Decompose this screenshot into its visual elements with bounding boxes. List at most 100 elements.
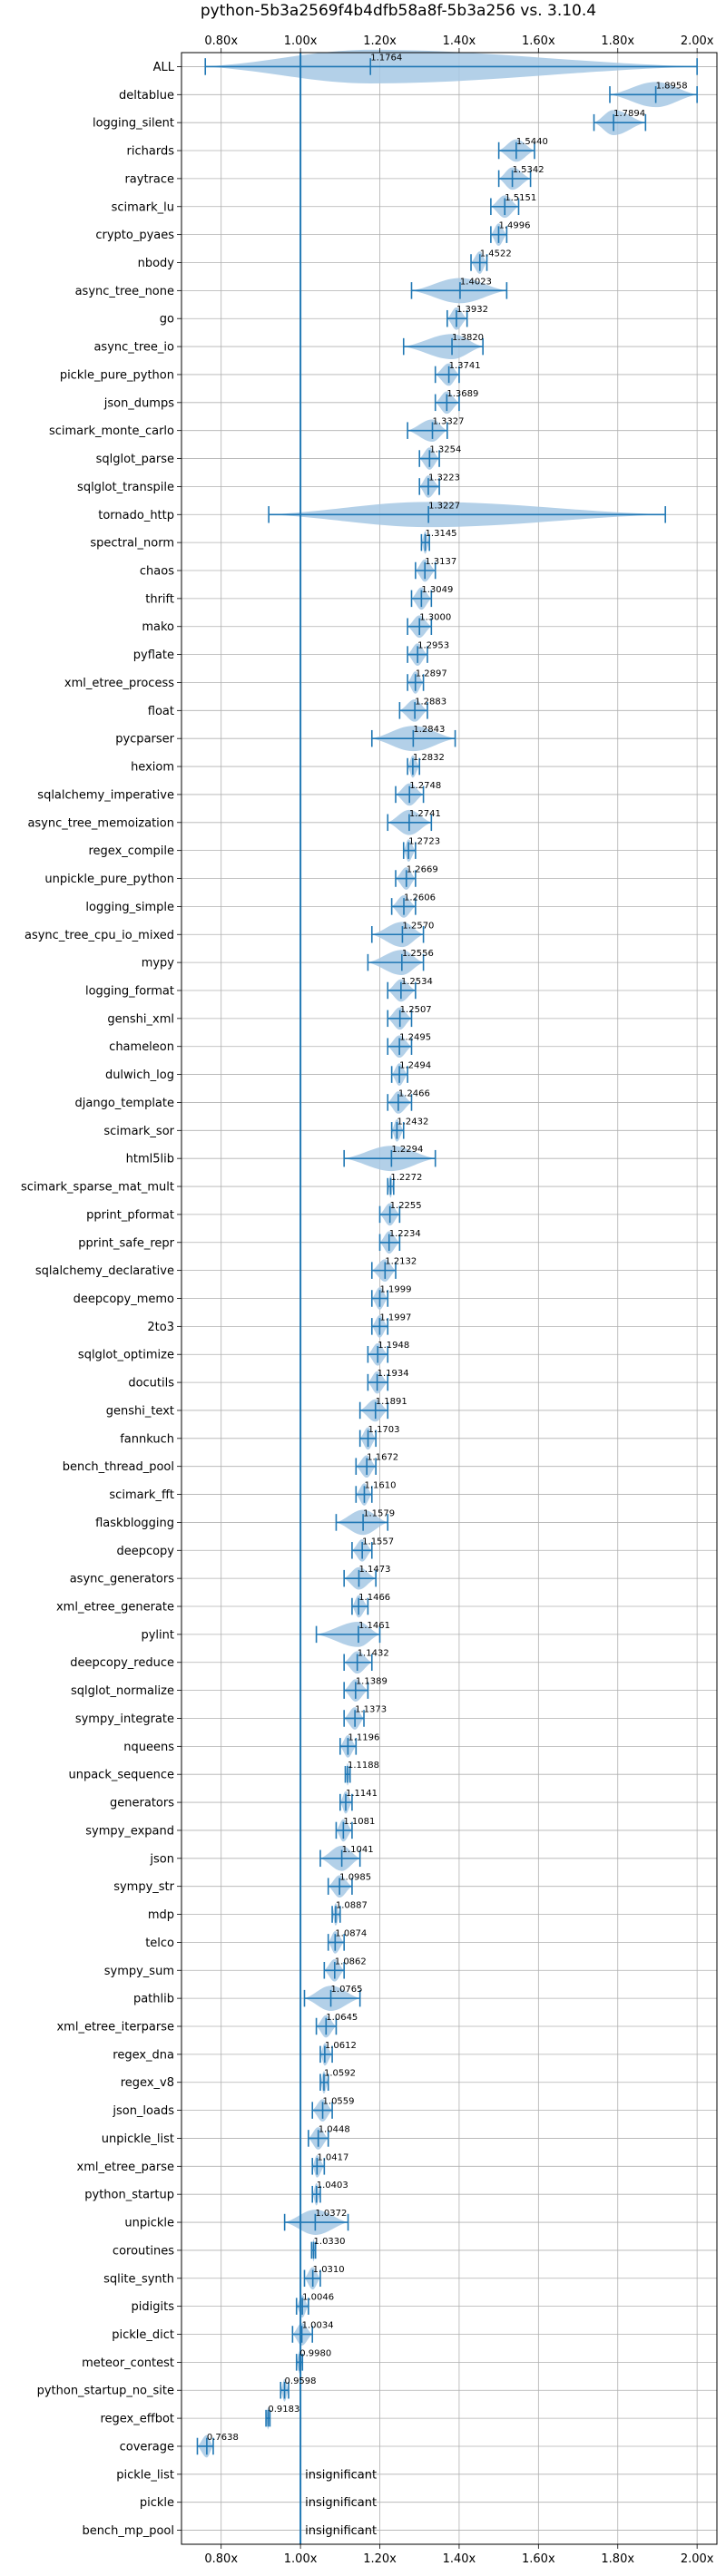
category-label: pidigits xyxy=(132,2300,175,2314)
violin-python_startup xyxy=(311,2182,321,2206)
violin-xml_etree_parse xyxy=(311,2154,326,2178)
category-label: sqlalchemy_imperative xyxy=(37,788,174,802)
value-label: 1.2507 xyxy=(400,1005,432,1015)
value-label: 1.1373 xyxy=(355,1704,387,1714)
value-label: 1.1461 xyxy=(358,1621,390,1631)
value-label: 1.3145 xyxy=(426,529,457,539)
category-label: async_tree_io xyxy=(93,341,174,355)
violin-sympy_expand xyxy=(335,1819,353,1842)
violin-chameleon xyxy=(387,1035,413,1059)
violin-nbody xyxy=(470,251,488,274)
x-tick-label-bottom: 1.80x xyxy=(601,2552,634,2566)
violin-logging_silent xyxy=(593,110,647,136)
category-label: hexiom xyxy=(131,761,174,775)
x-tick-label-bottom: 0.80x xyxy=(204,2552,238,2566)
value-label: 1.2953 xyxy=(417,641,449,651)
value-label: 1.1432 xyxy=(358,1649,389,1659)
category-label: xml_etree_iterparse xyxy=(56,2020,174,2034)
category-label: xml_etree_process xyxy=(64,677,174,690)
violin-mypy xyxy=(367,950,425,976)
category-label: async_tree_none xyxy=(75,285,174,298)
category-label: coroutines xyxy=(113,2244,174,2258)
violin-chaos xyxy=(415,559,437,582)
category-label: python_startup xyxy=(84,2189,174,2202)
value-label: 1.2534 xyxy=(401,977,433,987)
value-label: 1.3137 xyxy=(425,557,456,567)
x-tick-label-top: 1.00x xyxy=(284,34,318,48)
value-label: 1.1891 xyxy=(376,1397,407,1407)
violin-sympy_str xyxy=(327,1875,353,1898)
category-label: xml_etree_generate xyxy=(56,1601,174,1615)
value-label: 1.2234 xyxy=(389,1229,421,1239)
violin-thrift xyxy=(410,587,433,610)
violin-xml_etree_process xyxy=(407,671,425,694)
violin-sqlglot_parse xyxy=(418,447,440,470)
category-label: scimark_sparse_mat_mult xyxy=(21,1181,174,1195)
category-label: coverage xyxy=(120,2440,174,2454)
value-label: 1.1041 xyxy=(342,1845,374,1855)
violin-xml_etree_generate xyxy=(351,1595,369,1618)
value-label: 1.0448 xyxy=(319,2124,350,2134)
violin-mako xyxy=(407,615,433,639)
violin-django_template xyxy=(387,1091,413,1114)
value-label: 1.2570 xyxy=(402,921,434,931)
category-label: mypy xyxy=(142,957,175,971)
category-label: scimark_monte_carlo xyxy=(49,424,174,438)
violin-async_tree_io xyxy=(402,334,484,359)
value-label: 1.0985 xyxy=(339,1873,371,1883)
value-label: 1.0330 xyxy=(314,2237,346,2247)
axes xyxy=(177,48,718,2549)
violin-pprint_safe_repr xyxy=(378,1231,401,1254)
category-label: scimark_lu xyxy=(112,200,174,214)
violin-logging_simple xyxy=(390,895,417,918)
value-label: 1.0403 xyxy=(317,2181,348,2191)
category-label: deepcopy xyxy=(116,1545,174,1558)
category-label: 2to3 xyxy=(147,1321,174,1334)
violin-sympy_sum xyxy=(323,1958,345,1982)
violin-sqlalchemy_imperative xyxy=(395,783,425,806)
violin-spectral_norm xyxy=(420,531,430,554)
violin-sqlalchemy_declarative xyxy=(370,1259,397,1282)
category-label: html5lib xyxy=(126,1153,174,1166)
value-label: 1.2556 xyxy=(402,949,434,959)
value-label: 1.3049 xyxy=(421,585,453,595)
category-label: genshi_xml xyxy=(107,1012,174,1026)
violin-sqlglot_normalize xyxy=(343,1679,369,1702)
violin-logging_format xyxy=(387,979,417,1002)
violin-go xyxy=(446,307,468,330)
value-label: 1.5440 xyxy=(516,137,548,147)
category-label: sqlglot_transpile xyxy=(77,481,174,494)
value-label: 1.0310 xyxy=(313,2265,345,2275)
violin-json xyxy=(319,1845,361,1871)
category-label: sqlglot_parse xyxy=(96,453,174,466)
value-label: 1.1934 xyxy=(378,1369,409,1379)
category-label: json xyxy=(149,1852,174,1866)
violin-scimark_monte_carlo xyxy=(407,419,448,443)
violin-crypto_pyaes xyxy=(490,223,508,246)
category-label: crypto_pyaes xyxy=(95,229,174,242)
x-tick-label-top: 1.80x xyxy=(601,34,634,48)
category-label: pylint xyxy=(141,1628,174,1642)
category-label: mako xyxy=(142,620,174,634)
category-label: generators xyxy=(110,1797,174,1810)
category-label: pickle_pure_python xyxy=(60,368,174,382)
violin-xml_etree_iterparse xyxy=(315,2015,338,2038)
violin-async_tree_memoization xyxy=(387,809,433,835)
category-label: unpickle_list xyxy=(102,2132,174,2146)
value-label: 1.0592 xyxy=(324,2069,356,2079)
value-label: 1.1948 xyxy=(378,1341,409,1351)
violin-richards xyxy=(497,139,535,162)
category-label: xml_etree_parse xyxy=(77,2161,174,2174)
category-label: regex_v8 xyxy=(121,2076,174,2090)
category-label: dulwich_log xyxy=(105,1068,174,1082)
category-label: pycparser xyxy=(115,733,174,746)
violin-deepcopy_memo xyxy=(370,1287,389,1310)
value-label: 1.3689 xyxy=(446,389,478,399)
insignificant-label: insignificant xyxy=(305,2524,377,2538)
value-label: 1.2843 xyxy=(413,725,445,735)
value-label: 1.4023 xyxy=(460,277,492,287)
violin-pickle_pure_python xyxy=(434,363,460,386)
value-label: 1.0645 xyxy=(326,2013,358,2023)
category-label: sqlite_synth xyxy=(103,2272,174,2286)
